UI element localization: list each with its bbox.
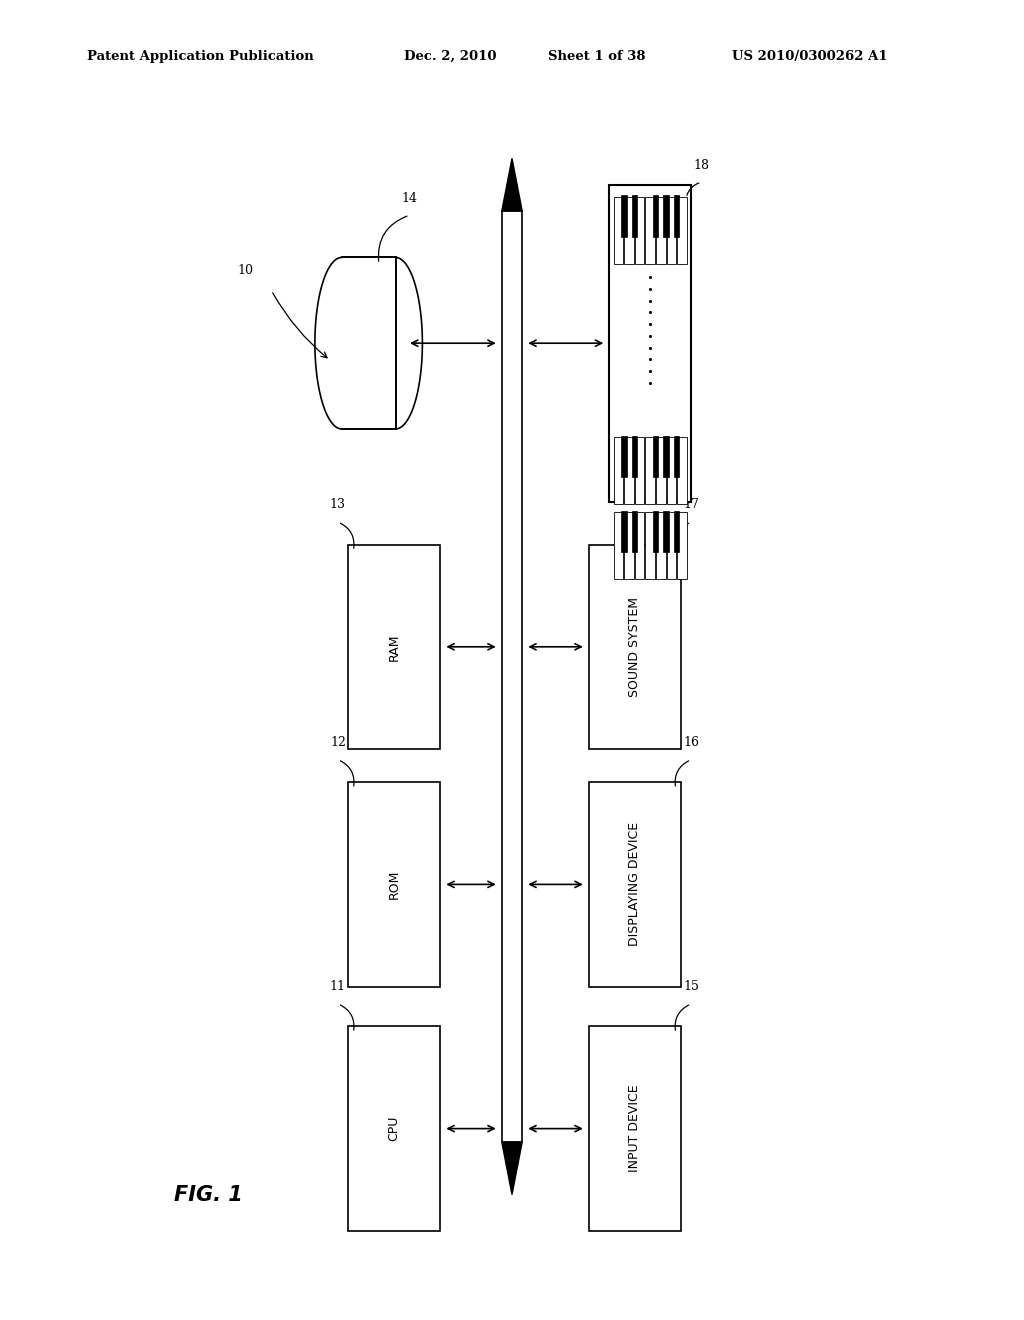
FancyBboxPatch shape [348, 544, 440, 750]
FancyBboxPatch shape [653, 195, 658, 236]
FancyBboxPatch shape [613, 437, 624, 504]
Text: CPU: CPU [388, 1115, 400, 1142]
FancyBboxPatch shape [632, 195, 637, 236]
Text: Sheet 1 of 38: Sheet 1 of 38 [548, 50, 645, 63]
FancyBboxPatch shape [625, 512, 634, 579]
FancyBboxPatch shape [674, 511, 679, 552]
FancyBboxPatch shape [645, 512, 655, 579]
FancyBboxPatch shape [664, 436, 669, 477]
Polygon shape [315, 257, 342, 429]
FancyBboxPatch shape [632, 511, 637, 552]
FancyBboxPatch shape [632, 436, 637, 477]
FancyBboxPatch shape [635, 197, 644, 264]
Text: 13: 13 [330, 499, 346, 511]
FancyBboxPatch shape [625, 197, 634, 264]
FancyBboxPatch shape [653, 511, 658, 552]
FancyBboxPatch shape [656, 197, 666, 264]
Text: Patent Application Publication: Patent Application Publication [87, 50, 313, 63]
FancyBboxPatch shape [664, 195, 669, 236]
FancyBboxPatch shape [613, 512, 624, 579]
FancyBboxPatch shape [622, 195, 627, 236]
Text: SOUND SYSTEM: SOUND SYSTEM [629, 597, 641, 697]
FancyBboxPatch shape [589, 1027, 681, 1230]
FancyBboxPatch shape [667, 197, 676, 264]
FancyBboxPatch shape [622, 511, 627, 552]
FancyBboxPatch shape [625, 437, 634, 504]
FancyBboxPatch shape [589, 781, 681, 987]
FancyBboxPatch shape [667, 512, 676, 579]
FancyBboxPatch shape [589, 544, 681, 750]
Polygon shape [502, 158, 522, 211]
Text: INPUT DEVICE: INPUT DEVICE [629, 1085, 641, 1172]
Text: DISPLAYING DEVICE: DISPLAYING DEVICE [629, 822, 641, 946]
Text: 16: 16 [683, 737, 699, 748]
FancyBboxPatch shape [656, 437, 666, 504]
FancyBboxPatch shape [613, 197, 624, 264]
FancyBboxPatch shape [645, 437, 655, 504]
FancyBboxPatch shape [656, 512, 666, 579]
FancyBboxPatch shape [635, 512, 644, 579]
FancyBboxPatch shape [664, 511, 669, 552]
Text: 12: 12 [330, 737, 346, 748]
FancyBboxPatch shape [653, 436, 658, 477]
FancyBboxPatch shape [622, 436, 627, 477]
Text: ROM: ROM [388, 870, 400, 899]
FancyBboxPatch shape [674, 436, 679, 477]
Text: US 2010/0300262 A1: US 2010/0300262 A1 [732, 50, 888, 63]
Text: RAM: RAM [388, 634, 400, 660]
Polygon shape [395, 257, 422, 429]
FancyBboxPatch shape [342, 257, 395, 429]
Text: Dec. 2, 2010: Dec. 2, 2010 [404, 50, 497, 63]
FancyBboxPatch shape [677, 197, 686, 264]
Text: 10: 10 [238, 264, 254, 277]
Polygon shape [502, 1142, 522, 1195]
Text: 14: 14 [401, 191, 418, 205]
Text: 11: 11 [330, 981, 346, 993]
FancyBboxPatch shape [667, 437, 676, 504]
FancyBboxPatch shape [635, 437, 644, 504]
Text: 17: 17 [683, 499, 699, 511]
FancyBboxPatch shape [645, 197, 655, 264]
Text: FIG. 1: FIG. 1 [174, 1184, 243, 1205]
FancyBboxPatch shape [674, 195, 679, 236]
FancyBboxPatch shape [677, 437, 686, 504]
FancyBboxPatch shape [348, 1027, 440, 1230]
FancyBboxPatch shape [609, 185, 691, 502]
FancyBboxPatch shape [348, 781, 440, 987]
FancyBboxPatch shape [677, 512, 686, 579]
Text: 15: 15 [683, 981, 699, 993]
Text: 18: 18 [693, 158, 710, 172]
